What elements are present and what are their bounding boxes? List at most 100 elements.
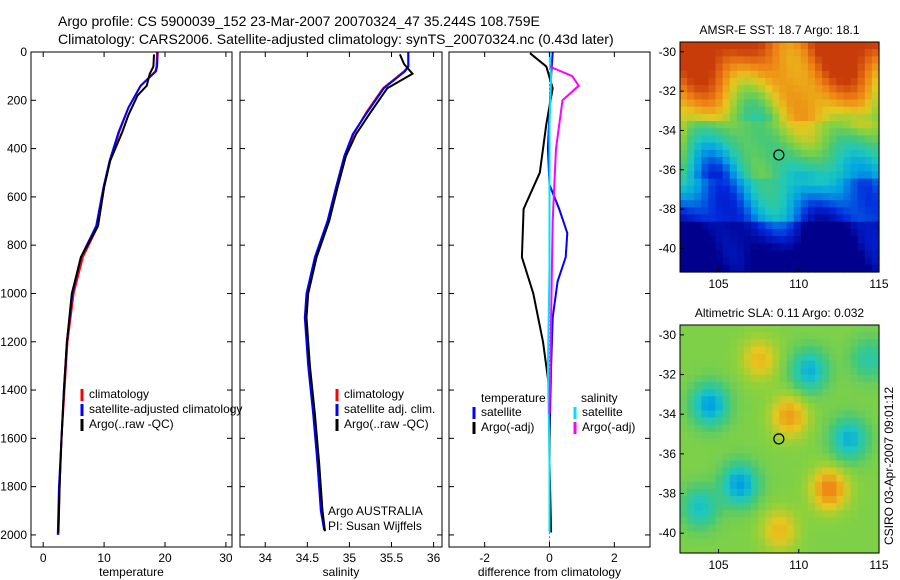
heatmap-cell <box>722 135 731 144</box>
heatmap-cell <box>815 214 823 223</box>
heatmap-cell <box>793 243 802 252</box>
heatmap-cell <box>857 56 866 65</box>
heatmap-cell <box>836 214 845 223</box>
heatmap-cell <box>822 192 830 201</box>
heatmap-cell <box>793 106 802 115</box>
heatmap-cell <box>765 474 773 483</box>
heatmap-cell <box>779 488 788 497</box>
heatmap-cell <box>793 410 802 419</box>
heatmap-cell <box>829 236 837 244</box>
x-tick-label: 36 <box>427 551 441 565</box>
heatmap-cell <box>772 389 781 397</box>
heatmap-cell <box>800 374 809 383</box>
heatmap-cell <box>829 396 837 404</box>
y-tick-label: 2000 <box>0 528 27 542</box>
heatmap-cell <box>765 382 773 390</box>
heatmap-cell <box>772 488 781 497</box>
heatmap-cell <box>722 192 731 201</box>
heatmap-cell <box>829 503 837 511</box>
heatmap-cell <box>729 410 738 419</box>
heatmap-cell <box>779 185 788 194</box>
heatmap-cell <box>807 496 816 504</box>
heatmap-cell <box>701 106 710 115</box>
heatmap-cell <box>857 228 866 237</box>
heatmap-cell <box>871 332 880 340</box>
heatmap-cell <box>715 135 724 144</box>
heatmap-cell <box>722 70 731 79</box>
heatmap-cell <box>743 214 752 223</box>
annotation-argo-australia: Argo AUSTRALIA <box>328 504 423 518</box>
heatmap-cell <box>708 200 717 208</box>
heatmap-cell <box>850 228 859 237</box>
heatmap-cell <box>743 171 752 180</box>
heatmap-cell <box>779 264 788 273</box>
heatmap-cell <box>715 264 724 273</box>
heatmap-cell <box>843 360 852 369</box>
heatmap-cell <box>864 99 873 108</box>
heatmap-cell <box>701 353 710 362</box>
heatmap-cell <box>765 367 773 376</box>
heatmap-cell <box>708 374 717 383</box>
heatmap-cell <box>793 113 802 122</box>
heatmap-cell <box>708 538 717 547</box>
heatmap-cell <box>708 481 717 490</box>
heatmap-cell <box>829 192 837 201</box>
heatmap-cell <box>850 85 859 93</box>
heatmap-cell <box>829 56 837 65</box>
heatmap-cell <box>772 339 781 347</box>
temperature-panel: 0 10 20 30020040060080010001200140016001800… <box>0 45 242 579</box>
heatmap-cell <box>822 49 830 57</box>
heatmap-cell <box>729 171 738 180</box>
heatmap-cell <box>722 221 731 230</box>
heatmap-cell <box>715 374 724 383</box>
heatmap-cell <box>729 367 738 376</box>
heatmap-cell <box>815 510 823 518</box>
heatmap-cell <box>800 171 809 180</box>
heatmap-cell <box>751 403 759 412</box>
heatmap-cell <box>758 214 766 223</box>
heatmap-cell <box>850 149 859 158</box>
heatmap-cell <box>729 382 738 390</box>
heatmap-cell <box>722 128 731 137</box>
heatmap-cell <box>701 396 710 404</box>
heatmap-cell <box>736 467 745 476</box>
heatmap-cell <box>829 121 837 129</box>
heatmap-cell <box>722 228 731 237</box>
heatmap-cell <box>850 236 859 244</box>
heatmap-cell <box>800 228 809 237</box>
heatmap-cell <box>722 467 731 476</box>
heatmap-cell <box>793 149 802 158</box>
heatmap-cell <box>779 496 788 504</box>
heatmap-cell <box>822 488 830 497</box>
heatmap-cell <box>680 207 688 216</box>
heatmap-cell <box>743 346 752 355</box>
heatmap-cell <box>772 106 781 115</box>
heatmap-cell <box>687 545 695 554</box>
heatmap-cell <box>772 460 781 469</box>
heatmap-cell <box>843 339 852 347</box>
heatmap-cell <box>793 214 802 223</box>
x-tick-label: 105 <box>709 558 729 572</box>
heatmap-cell <box>815 70 823 79</box>
heatmap-cell <box>772 382 781 390</box>
heatmap-cell <box>765 128 773 137</box>
heatmap-cell <box>829 439 837 447</box>
heatmap-cell <box>701 49 710 57</box>
heatmap-cell <box>765 517 773 526</box>
heatmap-cell <box>779 128 788 137</box>
heatmap-cell <box>786 474 795 483</box>
y-tick-label: 1000 <box>0 286 27 300</box>
heatmap-cell <box>843 460 852 469</box>
heatmap-cell <box>680 149 688 158</box>
heatmap-cell <box>807 439 816 447</box>
heatmap-cell <box>729 389 738 397</box>
heatmap-cell <box>715 121 724 129</box>
heatmap-cell <box>836 460 845 469</box>
heatmap-cell <box>779 374 788 383</box>
heatmap-cell <box>815 403 823 412</box>
heatmap-cell <box>786 99 795 108</box>
heatmap-cell <box>715 403 724 412</box>
heatmap-cell <box>758 149 766 158</box>
heatmap-cell <box>822 85 830 93</box>
heatmap-cell <box>857 460 866 469</box>
